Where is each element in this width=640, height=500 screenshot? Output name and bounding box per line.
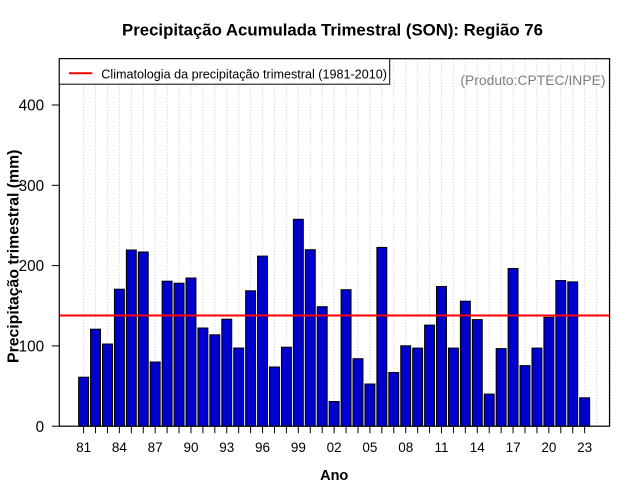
svg-text:400: 400: [19, 98, 45, 115]
svg-text:05: 05: [362, 440, 377, 455]
svg-text:20: 20: [541, 440, 556, 455]
svg-text:93: 93: [219, 440, 234, 455]
svg-text:Ano: Ano: [320, 468, 348, 484]
svg-text:11: 11: [434, 440, 448, 455]
svg-text:99: 99: [291, 440, 306, 455]
svg-text:Precipitação trimestral (mm): Precipitação trimestral (mm): [6, 150, 23, 363]
svg-text:81: 81: [76, 440, 91, 455]
svg-text:23: 23: [577, 440, 592, 455]
svg-text:14: 14: [470, 440, 486, 455]
svg-text:87: 87: [148, 440, 163, 455]
svg-text:08: 08: [398, 440, 413, 455]
svg-text:Precipitação Acumulada Trimest: Precipitação Acumulada Trimestral (SON):…: [122, 21, 543, 40]
svg-text:02: 02: [327, 440, 342, 455]
svg-text:100: 100: [19, 339, 45, 356]
svg-text:0: 0: [36, 419, 45, 436]
svg-text:90: 90: [183, 440, 198, 455]
svg-text:17: 17: [506, 440, 521, 455]
svg-text:84: 84: [112, 440, 128, 455]
svg-text:Climatologia da precipitação t: Climatologia da precipitação trimestral …: [101, 67, 387, 81]
svg-text:200: 200: [19, 258, 45, 275]
svg-text:(Produto:CPTEC/INPE): (Produto:CPTEC/INPE): [460, 72, 605, 88]
svg-text:300: 300: [19, 178, 45, 195]
svg-text:96: 96: [255, 440, 270, 455]
